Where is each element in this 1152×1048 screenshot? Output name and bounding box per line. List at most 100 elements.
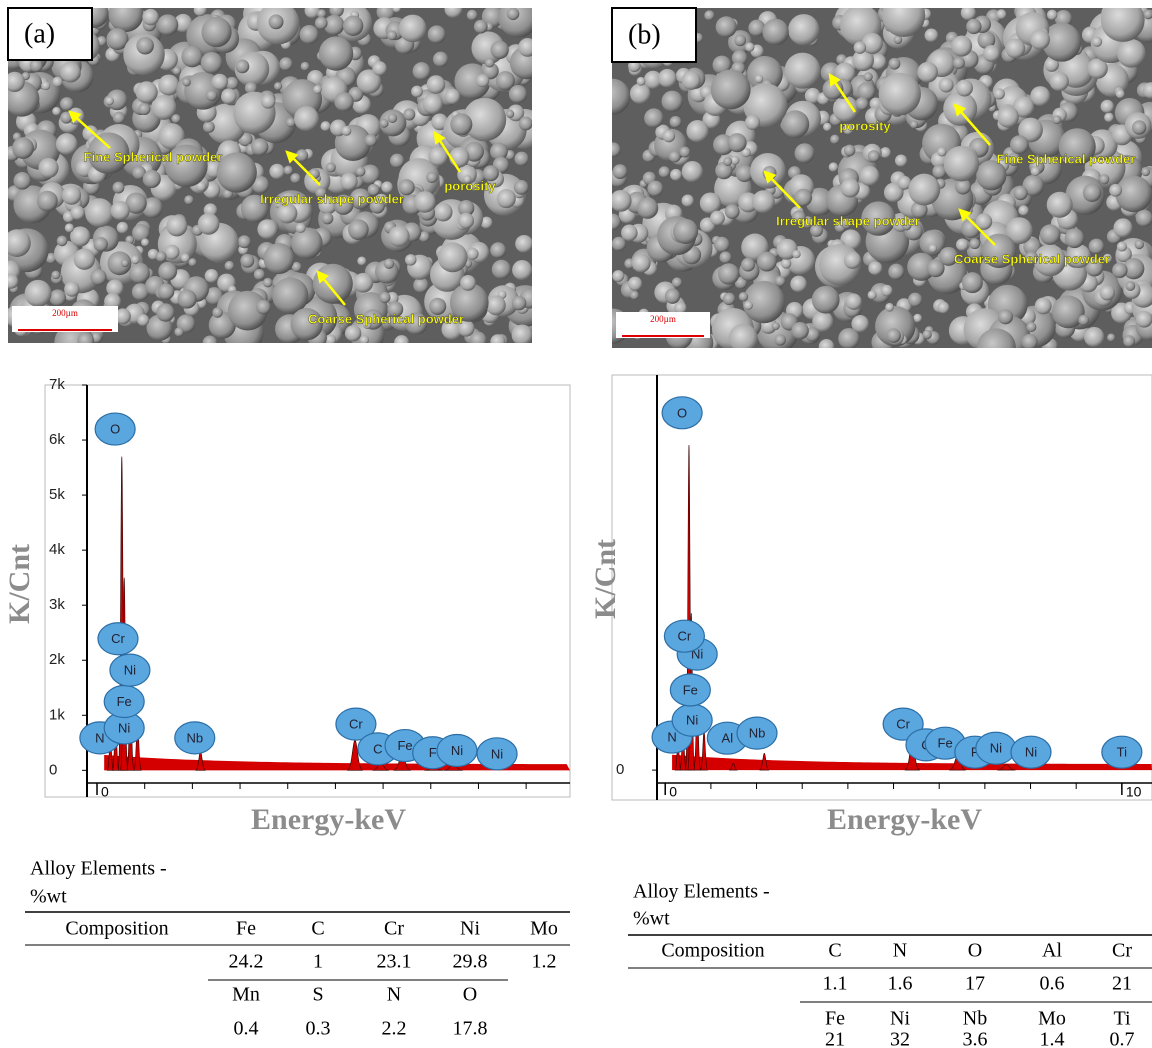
particle [132, 223, 150, 242]
table-cell: Fe [825, 1008, 845, 1030]
particle [295, 222, 306, 233]
particle [263, 243, 295, 274]
particle [1012, 96, 1035, 118]
particle [87, 132, 130, 174]
particle [1113, 218, 1133, 238]
particle [1107, 333, 1116, 342]
particle [1044, 57, 1059, 72]
particle [762, 18, 789, 46]
y-tick-label: 3k [49, 596, 65, 613]
particle [612, 213, 621, 231]
particle [457, 212, 475, 229]
table-header: Composition [661, 940, 764, 962]
particle [1064, 228, 1085, 249]
particle [490, 40, 509, 60]
particle [662, 129, 676, 143]
particle [774, 275, 786, 287]
particle [1109, 183, 1123, 197]
particle [1134, 239, 1145, 250]
element-bubble [174, 721, 216, 755]
particle [910, 201, 928, 219]
particle [910, 120, 919, 129]
particle [172, 66, 182, 75]
particle [484, 58, 495, 68]
particle [901, 220, 912, 231]
particle [730, 155, 740, 165]
particle [724, 204, 740, 219]
particle [1024, 251, 1039, 265]
particle [413, 277, 429, 293]
particle [612, 270, 625, 282]
y-tick-label: 4k [49, 541, 65, 558]
particle [135, 81, 158, 104]
particle [130, 255, 140, 265]
particle [781, 110, 810, 139]
scale-bar-label: 200µm [650, 314, 676, 324]
element-label: F [429, 745, 437, 760]
scale-bar-bg [12, 306, 118, 332]
particle [1039, 224, 1061, 245]
particle [123, 33, 165, 76]
particle [314, 16, 328, 30]
particle [263, 277, 273, 288]
particle [321, 212, 334, 225]
element-label: Fe [683, 682, 698, 697]
particle [52, 106, 61, 116]
particle [381, 181, 393, 194]
particle [843, 144, 856, 157]
element-label: F [971, 745, 979, 760]
annotation-arrow [828, 72, 857, 113]
particle [954, 178, 971, 195]
particle [469, 331, 487, 343]
particle [867, 290, 877, 300]
particle [627, 276, 643, 291]
particle [791, 321, 809, 340]
particle [283, 165, 293, 175]
particle [744, 301, 753, 310]
particle [939, 246, 958, 266]
table-cell: 0.3 [306, 1018, 331, 1040]
element-label: C [373, 741, 382, 756]
particle [70, 226, 91, 247]
particle [414, 191, 436, 213]
particle [1085, 259, 1104, 277]
particle [810, 223, 823, 237]
particle [870, 53, 887, 70]
particle [225, 76, 239, 90]
particle [398, 179, 415, 196]
particle [240, 194, 269, 223]
particle [518, 37, 532, 57]
table-cell: Mn [232, 984, 260, 1006]
particle [227, 290, 268, 331]
particle [997, 309, 1013, 325]
particle [201, 16, 232, 48]
particle [125, 235, 135, 245]
particle [357, 256, 367, 266]
particle [304, 8, 320, 19]
particle [164, 244, 180, 260]
particle [137, 314, 150, 327]
table-header: Cr [1112, 940, 1132, 962]
particle [631, 253, 651, 273]
table-cell: Nb [963, 1008, 987, 1030]
particle [432, 51, 449, 67]
particle [362, 320, 372, 329]
particle [511, 324, 532, 343]
particle [1088, 238, 1105, 255]
element-bubble [335, 707, 377, 741]
particle [661, 90, 683, 112]
particle [8, 229, 31, 257]
particle [251, 176, 270, 194]
particle [8, 71, 25, 92]
particle [490, 142, 508, 161]
particle [200, 51, 223, 74]
particle [512, 260, 532, 281]
particle [1058, 128, 1096, 166]
particle [723, 156, 733, 166]
table-header: Composition [65, 918, 168, 940]
particle [1092, 36, 1103, 47]
annotation: porosity [444, 178, 496, 193]
particle [669, 115, 682, 128]
particle [174, 327, 184, 337]
particle [644, 108, 664, 128]
